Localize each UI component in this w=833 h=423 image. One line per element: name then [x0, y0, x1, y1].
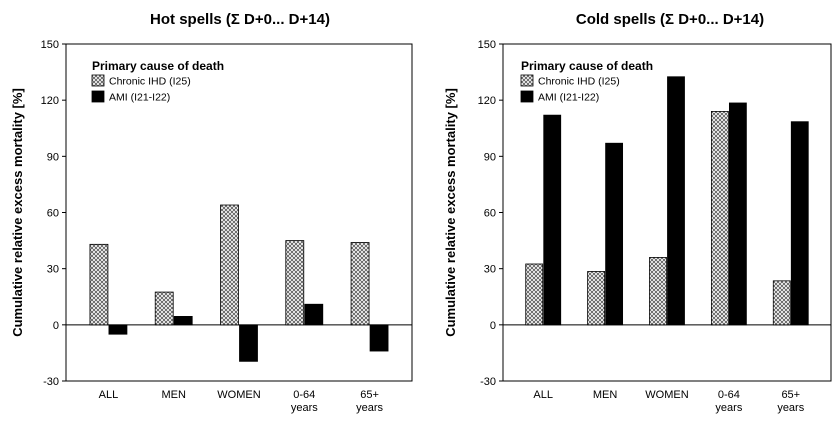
bar-chronic-ihd: [220, 204, 239, 326]
chart-title: Hot spells (Σ D+0... D+14): [150, 11, 330, 28]
cold-spells-chart: Cold spells (Σ D+0... D+14) Cumulative re…: [443, 11, 832, 414]
bar-ami: [239, 324, 258, 362]
x-tick-label: ALL: [99, 389, 119, 401]
bar-ami: [605, 142, 624, 326]
y-tick-label: 150: [478, 39, 496, 51]
y-tick-label: -30: [480, 376, 496, 388]
y-tick-label: 90: [47, 151, 59, 163]
chart-title: Cold spells (Σ D+0... D+14): [576, 11, 764, 28]
legend-label: Chronic IHD (I25): [109, 76, 191, 88]
legend-swatch: [91, 90, 105, 103]
bar-chronic-ihd: [154, 291, 174, 326]
legend-label: AMI (I21-I22): [109, 92, 170, 104]
bar-ami: [173, 316, 193, 326]
y-tick-label: 60: [484, 208, 496, 220]
bar-ami: [790, 121, 809, 326]
x-tick-label: years: [715, 402, 742, 414]
legend-label: Chronic IHD (I25): [538, 76, 620, 88]
y-tick-label: 30: [47, 264, 59, 276]
bar-chronic-ihd: [587, 271, 606, 326]
x-tick-label: 65+: [781, 389, 800, 401]
y-tick-label: -30: [43, 376, 59, 388]
x-tick-label: WOMEN: [645, 389, 688, 401]
y-tick-label: 60: [47, 208, 59, 220]
bar-ami: [543, 114, 562, 326]
legend-swatch: [520, 90, 534, 103]
bar-chronic-ihd: [285, 240, 305, 326]
hot-spells-chart: Hot spells (Σ D+0... D+14) Cumulative rel…: [10, 11, 413, 414]
y-tick-label: 30: [484, 264, 496, 276]
y-axis-label: Cumulative relative excess mortality [%]: [10, 88, 25, 337]
x-tick-label: MEN: [593, 389, 618, 401]
bar-ami: [304, 303, 324, 326]
bar-chronic-ihd: [350, 242, 370, 326]
x-tick-label: MEN: [161, 389, 186, 401]
x-tick-label: 0-64: [718, 389, 740, 401]
y-tick-label: 90: [484, 151, 496, 163]
y-tick-label: 120: [478, 95, 496, 107]
y-tick-label: 0: [53, 320, 59, 332]
legend-label: AMI (I21-I22): [538, 92, 599, 104]
bar-chronic-ihd: [772, 280, 791, 326]
legend-title: Primary cause of death: [92, 59, 224, 73]
bar-chronic-ihd: [710, 111, 729, 326]
bar-ami: [369, 324, 389, 352]
y-tick-label: 0: [490, 320, 496, 332]
legend-swatch: [91, 74, 105, 87]
x-tick-label: WOMEN: [217, 389, 260, 401]
y-tick-label: 120: [41, 95, 59, 107]
bar-chronic-ihd: [89, 243, 109, 326]
x-tick-label: years: [777, 402, 804, 414]
bar-chronic-ihd: [525, 263, 544, 326]
bar-ami: [728, 102, 747, 326]
x-tick-label: years: [356, 402, 383, 414]
x-tick-label: years: [291, 402, 318, 414]
legend-title: Primary cause of death: [521, 59, 653, 73]
x-tick-label: ALL: [533, 389, 553, 401]
y-tick-label: 150: [41, 39, 59, 51]
legend-swatch: [520, 74, 534, 87]
x-tick-label: 0-64: [293, 389, 315, 401]
bar-ami: [667, 76, 685, 326]
x-tick-label: 65+: [360, 389, 379, 401]
bar-ami: [108, 324, 128, 335]
bar-chronic-ihd: [649, 257, 667, 326]
y-axis-label: Cumulative relative excess mortality [%]: [443, 88, 458, 337]
